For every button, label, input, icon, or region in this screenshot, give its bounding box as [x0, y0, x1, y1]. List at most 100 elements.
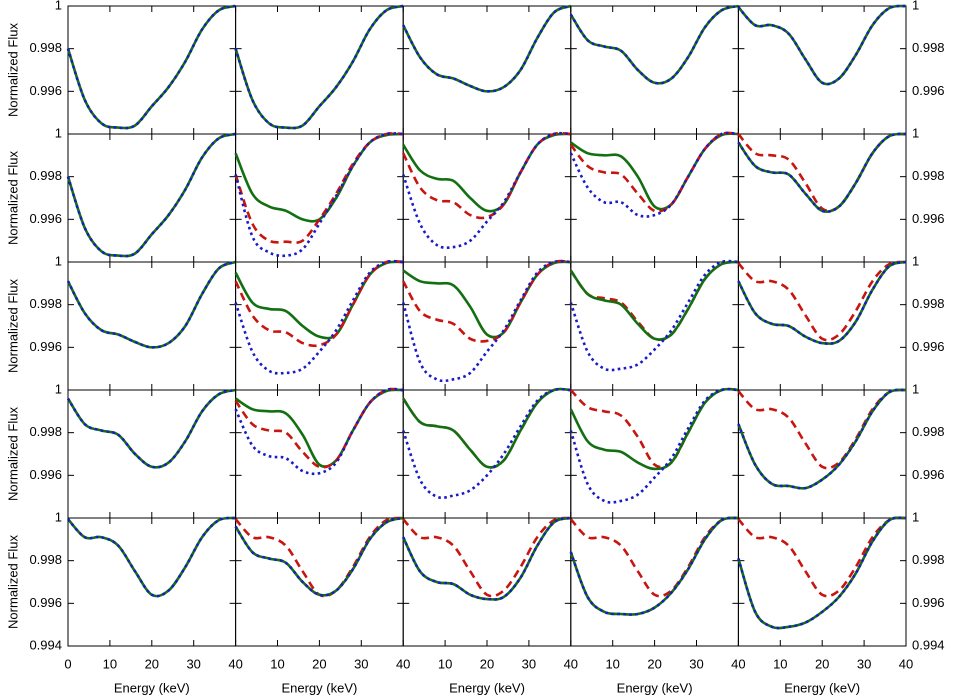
x-tick-label: 10	[605, 656, 619, 671]
y-axis-label: Normalized Flux	[5, 407, 20, 501]
line-series	[737, 388, 907, 490]
panel-frame	[570, 261, 739, 391]
line-series	[234, 4, 404, 130]
y-tick-label: 0.996	[912, 339, 945, 354]
line-series	[234, 259, 404, 348]
x-tick-label: 10	[103, 656, 117, 671]
y-tick-label: 0.996	[912, 83, 945, 98]
y-tick-label: 0.998	[912, 40, 945, 55]
y-tick-label: 0.996	[29, 339, 62, 354]
line-series	[402, 131, 571, 220]
panel: 0.996 0.998 1	[737, 381, 945, 519]
line-series	[234, 259, 404, 375]
line-series	[737, 132, 907, 213]
panel	[401, 387, 572, 519]
line-series	[737, 516, 907, 630]
line-series	[66, 260, 237, 349]
panel	[401, 259, 572, 391]
panel-frame	[402, 133, 572, 263]
y-tick-label: 1	[912, 253, 919, 268]
x-tick-label: 20	[480, 656, 494, 671]
line-series	[402, 259, 571, 343]
x-tick-label: 20	[647, 656, 661, 671]
x-axis-label: Energy (keV)	[617, 680, 693, 695]
line-series	[737, 388, 907, 490]
line-series	[234, 387, 404, 469]
y-tick-label: 0.998	[912, 296, 945, 311]
x-tick-label: 20	[145, 656, 159, 671]
y-tick-label: 1	[55, 0, 62, 12]
line-series	[234, 4, 404, 130]
x-tick-label: 30	[522, 656, 536, 671]
line-series	[569, 4, 739, 85]
line-series	[66, 4, 236, 130]
y-tick-label: 1	[55, 381, 62, 396]
line-series	[569, 516, 739, 616]
line-series	[66, 4, 236, 130]
panel: 0.996 0.998 1	[737, 0, 945, 135]
panel: 0.996 0.998 1	[737, 125, 945, 263]
y-tick-label: 1	[55, 125, 62, 140]
panel-frame	[570, 5, 739, 135]
line-series	[737, 4, 907, 86]
line-series	[737, 4, 907, 86]
y-tick-label: 0.996	[912, 211, 945, 226]
line-series	[737, 260, 907, 345]
y-tick-label: 0.998	[912, 424, 945, 439]
panel	[234, 4, 404, 135]
line-series	[234, 260, 404, 340]
y-tick-label: 1	[912, 509, 919, 524]
y-tick-label: 0.996	[29, 83, 62, 98]
line-series	[737, 132, 907, 213]
panel: 0.994 0.996 0.998 1 10 20 30 40 Energy (keV)	[737, 509, 945, 695]
line-series	[402, 4, 572, 93]
line-series	[402, 516, 572, 601]
panel: 0.996 0.998 1 Normalized Flux	[5, 125, 237, 263]
line-series	[737, 260, 907, 345]
y-tick-label: 0.994	[912, 637, 945, 652]
line-series	[570, 132, 739, 211]
line-series	[569, 387, 739, 469]
x-tick-label: 40	[899, 656, 913, 671]
line-series	[737, 260, 907, 342]
panel: 0.996 0.998 1 Normalized Flux	[5, 253, 237, 391]
line-series	[66, 132, 236, 258]
panel	[569, 4, 739, 135]
panel	[234, 132, 404, 263]
line-series	[737, 516, 907, 598]
panel: 0.996 0.998 1	[737, 253, 945, 391]
x-tick-label: 20	[312, 656, 326, 671]
y-tick-label: 0.998	[912, 168, 945, 183]
panel-frame	[235, 389, 404, 519]
panel	[402, 4, 572, 135]
line-series	[402, 4, 572, 93]
panel: 10 20 30 40 Energy (keV)	[569, 516, 746, 695]
line-series	[402, 260, 571, 339]
panel: 10 20 30 40 Energy (keV)	[402, 516, 578, 695]
x-tick-label: 30	[186, 656, 200, 671]
panel: 0.996 0.998 1 Normalized Flux	[5, 0, 237, 135]
x-axis-label: Energy (keV)	[449, 680, 525, 695]
panel-frame	[737, 133, 907, 263]
line-series	[234, 132, 404, 223]
panel-frame	[402, 261, 572, 391]
line-series	[67, 516, 236, 598]
y-axis-label: Normalized Flux	[5, 535, 20, 629]
y-axis-label: Normalized Flux	[5, 151, 20, 245]
panel: 10 20 30 40 Energy (keV)	[234, 516, 410, 695]
x-axis-label: Energy (keV)	[784, 680, 860, 695]
x-tick-label: 40	[228, 656, 242, 671]
y-tick-label: 0.996	[29, 211, 62, 226]
line-series	[569, 387, 739, 504]
y-tick-label: 1	[912, 381, 919, 396]
y-tick-label: 0.996	[912, 467, 945, 482]
line-series	[234, 388, 404, 468]
y-tick-label: 0.996	[912, 595, 945, 610]
y-tick-label: 1	[912, 125, 919, 140]
y-tick-label: 0.996	[29, 595, 62, 610]
line-series	[737, 132, 907, 213]
x-tick-label: 40	[731, 656, 745, 671]
y-tick-label: 0.998	[29, 424, 62, 439]
